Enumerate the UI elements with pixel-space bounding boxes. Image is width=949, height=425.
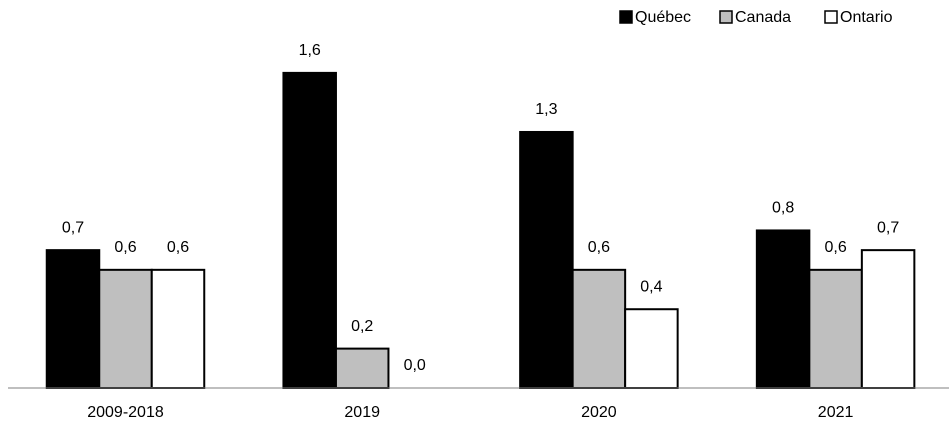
bar	[571, 268, 627, 390]
bar	[334, 347, 390, 390]
data-label: 0,6	[167, 239, 189, 256]
legend-swatch	[619, 10, 633, 24]
x-tick-label: 2020	[581, 404, 617, 421]
data-label: 0,6	[824, 239, 846, 256]
bar	[98, 268, 153, 390]
bar	[808, 268, 863, 390]
data-label: 1,6	[299, 42, 321, 59]
bar	[755, 229, 811, 389]
data-label: 0,7	[62, 219, 84, 236]
data-label: 0,7	[877, 219, 899, 236]
bar	[624, 308, 679, 390]
data-label: 0,0	[404, 357, 426, 374]
data-label: 0,4	[640, 278, 662, 295]
legend-label: Québec	[635, 9, 691, 26]
legend-label: Ontario	[840, 9, 893, 26]
data-label: 0,6	[114, 239, 136, 256]
data-label: 0,6	[588, 239, 610, 256]
x-tick-label: 2021	[818, 404, 854, 421]
x-tick-label: 2009-2018	[87, 404, 164, 421]
bar	[282, 71, 337, 389]
data-label: 0,2	[351, 318, 373, 335]
bar	[150, 268, 206, 390]
bar	[45, 249, 101, 389]
legend-label: Canada	[735, 9, 791, 26]
data-label: 1,3	[535, 101, 557, 118]
x-tick-label: 2019	[344, 404, 380, 421]
bar	[860, 249, 916, 389]
legend-swatch	[719, 10, 733, 24]
legend-swatch	[824, 10, 838, 24]
data-label: 0,8	[772, 200, 794, 217]
bar	[519, 130, 574, 389]
